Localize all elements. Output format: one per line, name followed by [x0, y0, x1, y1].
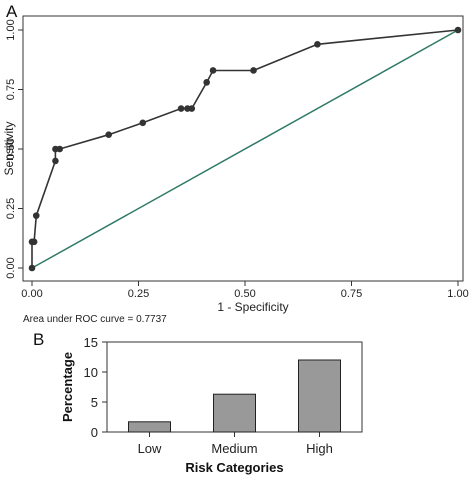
roc-y-tick-label: 0.25 — [5, 198, 17, 219]
roc-x-axis-title: 1 - Specificity — [217, 300, 288, 314]
bar-y-tick-label: 0 — [91, 425, 98, 440]
bar-y-tick-label: 10 — [84, 365, 98, 380]
roc-point — [177, 105, 185, 112]
bar-y-axis-title: Percentage — [60, 352, 75, 422]
bar-low — [128, 421, 171, 433]
bar-category-label: Medium — [211, 441, 257, 456]
roc-y-tick-label: 1.00 — [5, 19, 17, 40]
bar-medium — [213, 393, 256, 433]
roc-x-tick-label: 0.50 — [234, 288, 255, 300]
roc-auc-annotation: Area under ROC curve = 0.7737 — [23, 314, 167, 325]
bar-y-tick-label: 5 — [91, 395, 98, 410]
panel-b-label: B — [33, 330, 44, 349]
panel-a-label: A — [6, 2, 18, 21]
roc-point — [28, 264, 36, 272]
bar-y-tick-label: 15 — [84, 335, 98, 350]
roc-y-tick-label: 0.75 — [5, 79, 17, 100]
roc-reference-line — [31, 29, 459, 269]
roc-point — [454, 26, 462, 34]
roc-point — [105, 131, 112, 139]
roc-point — [250, 67, 257, 74]
roc-y-tick-label: 0.00 — [5, 257, 17, 278]
roc-x-tick-label: 0.25 — [128, 288, 149, 300]
bar-x-axis-title: Risk Categories — [185, 460, 283, 475]
roc-point — [203, 79, 210, 86]
risk-bar-chart: 0 5 10 15 Low Medium High Risk Categories Percen… — [60, 335, 363, 475]
roc-point — [139, 119, 147, 127]
roc-x-tick-label: 1.00 — [447, 288, 468, 300]
roc-y-axis-title: Sensitivity — [2, 121, 16, 175]
roc-chart: 0.00 0.25 0.50 0.75 1.00 0.00 0.25 0.50 0.75 1.00… — [2, 15, 469, 325]
roc-point — [188, 105, 196, 112]
bar-high — [298, 359, 341, 433]
roc-point — [56, 145, 63, 153]
roc-point — [32, 212, 40, 219]
bar-category-label: Low — [138, 441, 162, 456]
roc-x-tick-label: 0.75 — [341, 288, 362, 300]
roc-point — [30, 238, 38, 246]
roc-point — [209, 67, 217, 74]
roc-x-tick-label: 0.00 — [21, 288, 42, 300]
roc-point — [52, 157, 59, 165]
roc-point — [314, 40, 321, 48]
bar-category-label: High — [306, 441, 333, 456]
roc-plot-frame — [22, 15, 464, 282]
roc-y-tick-label: 0.50 — [5, 138, 17, 159]
